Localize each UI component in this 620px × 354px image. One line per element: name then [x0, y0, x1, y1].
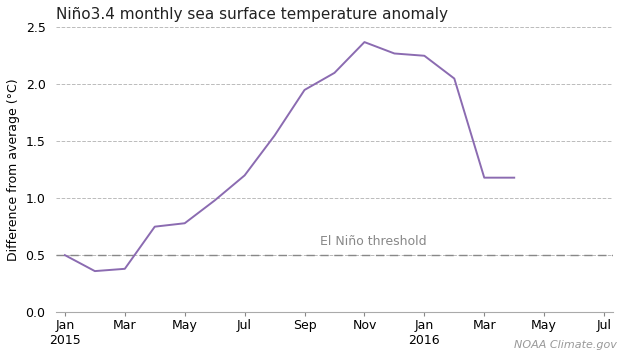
Text: Niño3.4 monthly sea surface temperature anomaly: Niño3.4 monthly sea surface temperature … [56, 7, 448, 22]
Text: El Niño threshold: El Niño threshold [319, 235, 426, 248]
Y-axis label: Difference from average (°C): Difference from average (°C) [7, 78, 20, 261]
Text: NOAA Climate.gov: NOAA Climate.gov [514, 341, 617, 350]
